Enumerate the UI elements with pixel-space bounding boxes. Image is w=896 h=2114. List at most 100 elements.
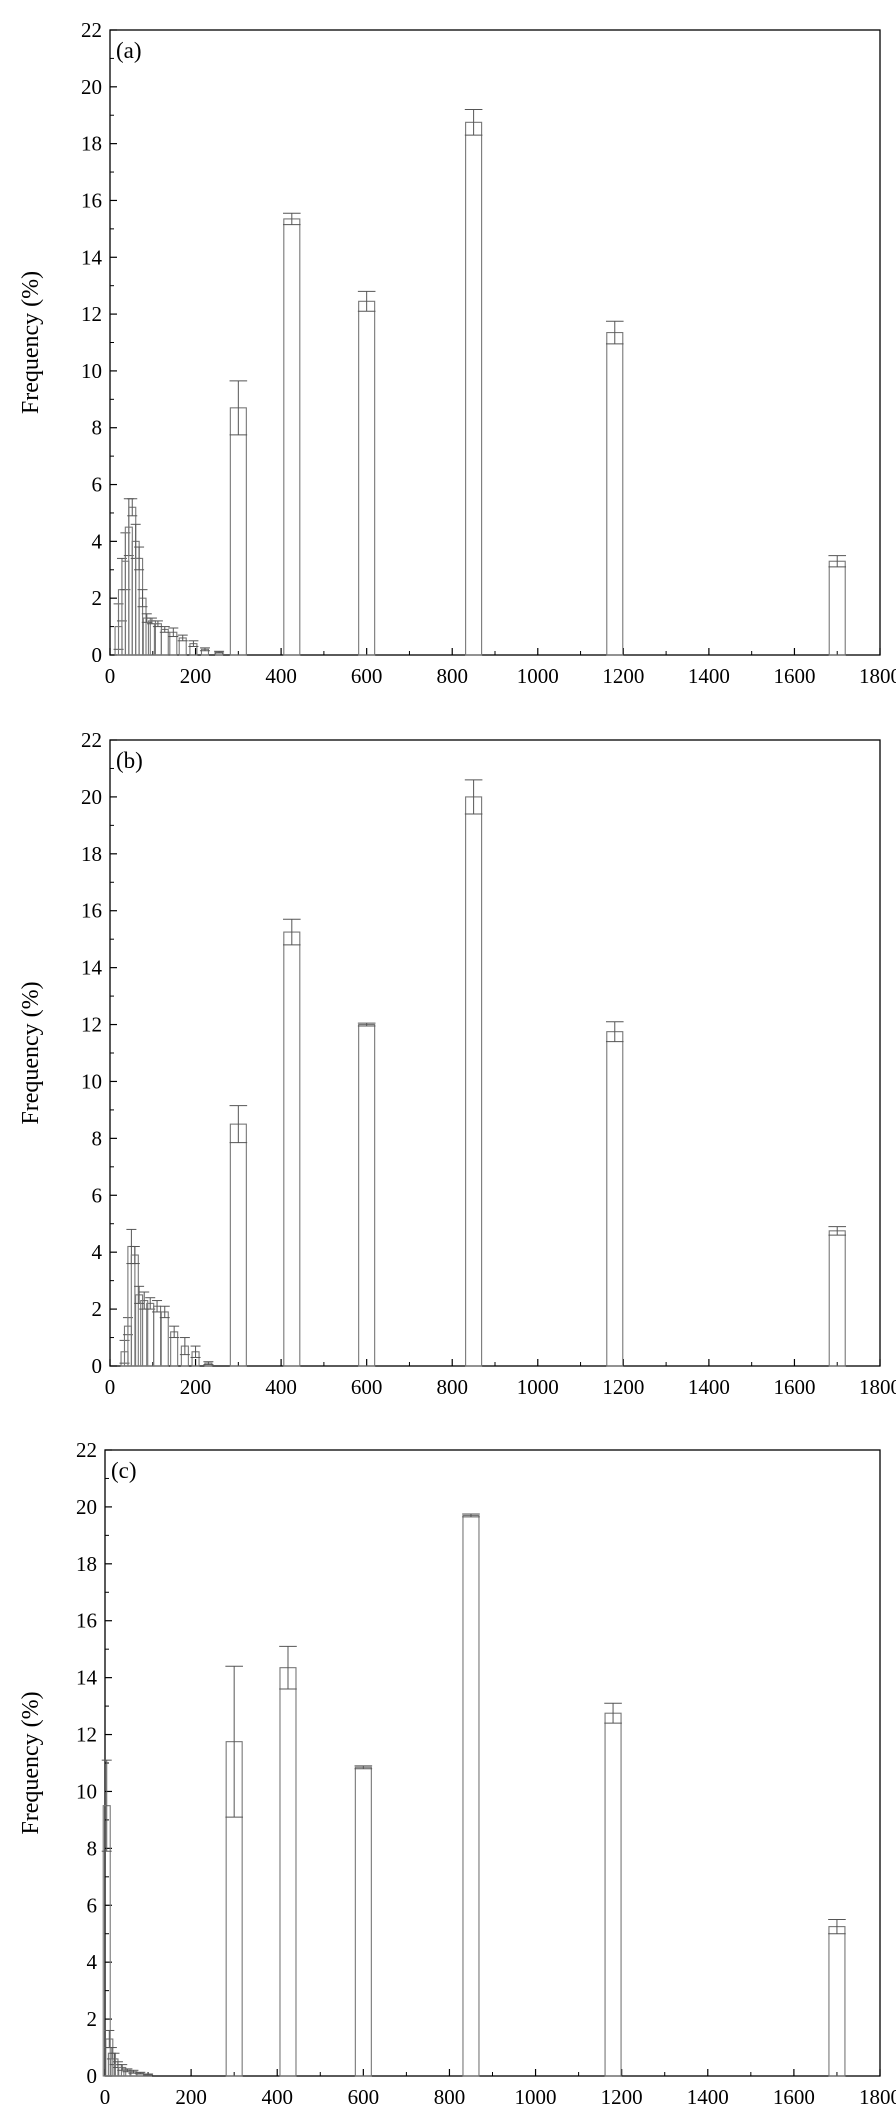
y-tick-label: 16 bbox=[81, 899, 102, 923]
y-tick-label: 6 bbox=[87, 1893, 98, 1917]
plot-frame bbox=[109, 739, 881, 1367]
x-tick-label: 1200 bbox=[601, 2085, 643, 2109]
bar bbox=[828, 1230, 846, 1367]
bar bbox=[279, 1667, 297, 2077]
bar bbox=[354, 1766, 372, 2077]
y-tick-label: 22 bbox=[81, 18, 102, 42]
bar bbox=[606, 332, 624, 656]
y-tick-label: 12 bbox=[81, 302, 102, 326]
chart-panel-c: 0 2 4 6 8 10 12 14 16 18 20 22 0 200 400 600 800 1000 1200… bbox=[18, 1438, 896, 2109]
x-tick-label: 1600 bbox=[773, 664, 815, 688]
bar bbox=[153, 1305, 162, 1367]
bar bbox=[828, 1926, 846, 2077]
bar bbox=[465, 796, 483, 1367]
x-tick-label: 600 bbox=[351, 1375, 383, 1399]
x-tick-label: 400 bbox=[261, 2085, 293, 2109]
y-tick-label: 0 bbox=[92, 643, 103, 667]
y-tick-label: 10 bbox=[81, 1069, 102, 1093]
x-tick-label: 1000 bbox=[517, 664, 559, 688]
x-tick-label: 800 bbox=[436, 1375, 468, 1399]
y-tick-label: 22 bbox=[76, 1438, 97, 1462]
y-tick-label: 12 bbox=[81, 1013, 102, 1037]
bar bbox=[828, 560, 846, 656]
x-tick-label: 1000 bbox=[515, 2085, 557, 2109]
y-tick-label: 0 bbox=[92, 1354, 103, 1378]
x-tick-label: 0 bbox=[100, 2085, 111, 2109]
y-tick-label: 12 bbox=[76, 1723, 97, 1747]
bar bbox=[604, 1712, 622, 2077]
y-tick-label: 14 bbox=[76, 1666, 98, 1690]
plot-frame bbox=[104, 1449, 881, 2077]
x-tick-label: 1800 bbox=[859, 1375, 896, 1399]
y-tick-label: 14 bbox=[81, 245, 103, 269]
y-tick-label: 16 bbox=[76, 1609, 97, 1633]
x-tick-label: 1800 bbox=[859, 664, 896, 688]
bar bbox=[358, 300, 376, 656]
x-tick-label: 1200 bbox=[602, 1375, 644, 1399]
y-tick-label: 2 bbox=[92, 586, 103, 610]
x-tick-label: 1400 bbox=[688, 1375, 730, 1399]
bar bbox=[462, 1514, 480, 2077]
x-tick-label: 600 bbox=[351, 664, 383, 688]
y-tick-label: 8 bbox=[87, 1836, 98, 1860]
bar bbox=[606, 1031, 624, 1367]
x-tick-label: 1000 bbox=[517, 1375, 559, 1399]
y-tick-label: 20 bbox=[76, 1495, 97, 1519]
y-tick-label: 18 bbox=[76, 1552, 97, 1576]
y-tick-label: 16 bbox=[81, 188, 102, 212]
x-tick-label: 1400 bbox=[688, 664, 730, 688]
bar bbox=[465, 121, 483, 656]
bar bbox=[135, 1294, 144, 1367]
bar bbox=[358, 1023, 376, 1367]
y-axis-label: Frequency (%) bbox=[18, 981, 44, 1124]
y-tick-label: 4 bbox=[92, 529, 103, 553]
chart-panel-b: 0 2 4 6 8 10 12 14 16 18 20 22 0 200 400 600 800 1000 1200… bbox=[18, 728, 896, 1399]
bar bbox=[283, 218, 301, 656]
panel-label: (a) bbox=[116, 38, 142, 63]
x-tick-label: 1400 bbox=[687, 2085, 729, 2109]
panel-label: (b) bbox=[116, 748, 143, 773]
chart-panel-a: 0 2 4 6 8 10 12 14 16 18 20 22 0 200 400 600 800 1000 1200… bbox=[18, 18, 896, 688]
x-tick-label: 0 bbox=[105, 664, 116, 688]
y-tick-label: 6 bbox=[92, 1183, 103, 1207]
x-tick-label: 400 bbox=[265, 664, 297, 688]
bar bbox=[160, 628, 169, 656]
y-tick-label: 22 bbox=[81, 728, 102, 752]
y-tick-label: 20 bbox=[81, 75, 102, 99]
y-tick-label: 8 bbox=[92, 416, 103, 440]
y-tick-label: 10 bbox=[76, 1779, 97, 1803]
x-tick-label: 1600 bbox=[773, 2085, 815, 2109]
bar bbox=[283, 931, 301, 1367]
bar bbox=[229, 407, 247, 656]
x-tick-label: 1600 bbox=[773, 1375, 815, 1399]
x-tick-label: 800 bbox=[436, 664, 468, 688]
y-tick-label: 0 bbox=[87, 2064, 98, 2088]
x-tick-label: 200 bbox=[180, 664, 212, 688]
y-tick-label: 4 bbox=[87, 1950, 98, 1974]
y-tick-label: 4 bbox=[92, 1240, 103, 1264]
bar bbox=[160, 1311, 169, 1367]
panel-label: (c) bbox=[111, 1458, 137, 1483]
x-tick-label: 200 bbox=[180, 1375, 212, 1399]
plot-frame bbox=[109, 29, 881, 656]
x-tick-label: 1800 bbox=[859, 2085, 896, 2109]
y-tick-label: 2 bbox=[87, 2007, 98, 2031]
x-tick-label: 800 bbox=[434, 2085, 466, 2109]
y-tick-label: 2 bbox=[92, 1297, 103, 1321]
y-tick-label: 18 bbox=[81, 842, 102, 866]
y-tick-label: 10 bbox=[81, 359, 102, 383]
x-tick-label: 400 bbox=[265, 1375, 297, 1399]
y-tick-label: 14 bbox=[81, 956, 103, 980]
x-tick-label: 1200 bbox=[602, 664, 644, 688]
x-tick-label: 600 bbox=[348, 2085, 380, 2109]
x-tick-label: 200 bbox=[175, 2085, 207, 2109]
bar bbox=[229, 1123, 247, 1367]
y-tick-label: 20 bbox=[81, 785, 102, 809]
y-axis-label: Frequency (%) bbox=[18, 271, 44, 414]
y-tick-label: 6 bbox=[92, 473, 103, 497]
y-axis-label: Frequency (%) bbox=[18, 1691, 44, 1834]
y-tick-label: 18 bbox=[81, 132, 102, 156]
x-tick-label: 0 bbox=[105, 1375, 116, 1399]
y-tick-label: 8 bbox=[92, 1126, 103, 1150]
